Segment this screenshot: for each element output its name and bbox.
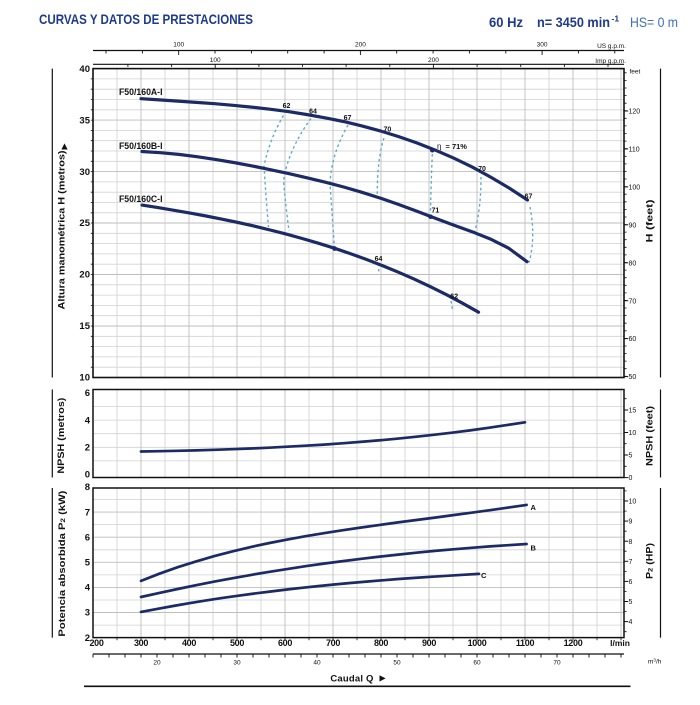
svg-text:1000: 1000 xyxy=(468,638,487,648)
svg-text:6: 6 xyxy=(85,388,90,399)
svg-text:H (feet): H (feet) xyxy=(644,200,655,243)
svg-text:90: 90 xyxy=(629,222,637,229)
svg-text:15: 15 xyxy=(79,321,90,332)
svg-text:0: 0 xyxy=(629,475,633,482)
svg-text:0: 0 xyxy=(85,470,90,481)
svg-text:= 71%: = 71% xyxy=(446,142,468,151)
svg-text:CURVAS Y DATOS DE PRESTACIONES: CURVAS Y DATOS DE PRESTACIONES xyxy=(39,11,253,27)
svg-text:200: 200 xyxy=(355,42,366,49)
svg-text:5: 5 xyxy=(629,453,633,460)
svg-text:1200: 1200 xyxy=(564,638,583,648)
svg-text:m3/h: m3/h xyxy=(648,658,662,666)
svg-text:64: 64 xyxy=(375,256,383,263)
svg-text:4: 4 xyxy=(85,415,91,426)
svg-text:900: 900 xyxy=(422,638,436,648)
svg-text:7: 7 xyxy=(85,507,90,518)
svg-text:300: 300 xyxy=(537,42,548,49)
svg-text:l/min: l/min xyxy=(610,638,630,648)
svg-text:30: 30 xyxy=(79,167,90,178)
svg-text:100: 100 xyxy=(210,57,221,64)
svg-text:40: 40 xyxy=(313,660,321,667)
svg-text:8: 8 xyxy=(85,482,90,493)
svg-text:F50/160A-I: F50/160A-I xyxy=(119,87,163,97)
svg-text:700: 700 xyxy=(326,638,340,648)
svg-text:B: B xyxy=(531,544,537,553)
svg-text:9: 9 xyxy=(629,519,633,526)
svg-text:F50/160B-I: F50/160B-I xyxy=(119,141,163,151)
svg-text:50: 50 xyxy=(393,660,401,667)
svg-text:2: 2 xyxy=(85,443,90,454)
svg-text:100: 100 xyxy=(629,185,641,192)
svg-text:NPSH (feet): NPSH (feet) xyxy=(644,406,655,466)
svg-text:70: 70 xyxy=(478,166,486,173)
svg-text:64: 64 xyxy=(309,108,317,115)
svg-text:200: 200 xyxy=(89,638,103,648)
svg-text:60: 60 xyxy=(473,660,481,667)
svg-text:300: 300 xyxy=(134,638,148,648)
svg-text:1100: 1100 xyxy=(516,638,535,648)
svg-text:80: 80 xyxy=(629,260,637,267)
svg-text:4: 4 xyxy=(629,619,633,626)
svg-text:Potencia absorbida P2 (kW): Potencia absorbida P2 (kW) xyxy=(57,491,68,637)
svg-text:67: 67 xyxy=(525,193,533,200)
svg-text:60 Hz: 60 Hz xyxy=(489,15,523,30)
svg-text:60: 60 xyxy=(629,336,637,343)
svg-text:70: 70 xyxy=(553,660,561,667)
svg-text:4: 4 xyxy=(85,583,91,594)
svg-text:70: 70 xyxy=(629,298,637,305)
svg-text:62: 62 xyxy=(283,103,291,110)
svg-text:400: 400 xyxy=(182,638,196,648)
svg-text:Imp g.p.m.: Imp g.p.m. xyxy=(595,58,626,65)
svg-text:110: 110 xyxy=(629,147,640,154)
svg-text:71: 71 xyxy=(432,207,440,214)
svg-text:200: 200 xyxy=(428,57,439,64)
svg-text:8: 8 xyxy=(629,539,633,546)
svg-text:62: 62 xyxy=(450,293,458,300)
svg-text:100: 100 xyxy=(173,42,184,49)
svg-text:800: 800 xyxy=(374,638,388,648)
svg-text:US g.p.m.: US g.p.m. xyxy=(597,43,626,50)
svg-text:20: 20 xyxy=(79,270,90,281)
svg-text:25: 25 xyxy=(79,218,90,229)
svg-text:6: 6 xyxy=(629,579,633,586)
svg-text:15: 15 xyxy=(629,408,637,415)
svg-text:Altura manométrica H (metros): Altura manométrica H (metros) xyxy=(57,151,68,310)
svg-text:5: 5 xyxy=(85,558,91,569)
svg-text:50: 50 xyxy=(629,374,637,381)
svg-text:F50/160C-I: F50/160C-I xyxy=(119,194,163,204)
svg-text:feet: feet xyxy=(630,69,641,76)
svg-text:C: C xyxy=(481,571,487,580)
svg-text:7: 7 xyxy=(629,559,633,566)
svg-text:30: 30 xyxy=(233,660,241,667)
svg-text:120: 120 xyxy=(629,109,641,116)
svg-text:600: 600 xyxy=(278,638,292,648)
svg-text:Caudal Q: Caudal Q xyxy=(330,674,373,685)
svg-text:40: 40 xyxy=(79,64,90,75)
svg-text:-1: -1 xyxy=(612,14,620,24)
svg-text:HS= 0 m: HS= 0 m xyxy=(630,15,678,30)
svg-text:A: A xyxy=(531,503,537,512)
svg-text:η: η xyxy=(437,142,441,151)
svg-text:20: 20 xyxy=(153,660,161,667)
svg-text:3: 3 xyxy=(85,608,90,619)
svg-text:5: 5 xyxy=(629,599,633,606)
svg-text:2: 2 xyxy=(85,633,90,644)
svg-text:500: 500 xyxy=(230,638,244,648)
svg-text:P2 (HP): P2 (HP) xyxy=(644,543,655,579)
svg-text:10: 10 xyxy=(629,430,637,437)
svg-text:n= 3450 min: n= 3450 min xyxy=(537,15,610,30)
svg-text:10: 10 xyxy=(629,499,637,506)
svg-text:NPSH (metros): NPSH (metros) xyxy=(56,398,67,474)
svg-text:67: 67 xyxy=(344,115,352,122)
svg-text:70: 70 xyxy=(384,127,392,134)
svg-text:6: 6 xyxy=(85,532,90,543)
svg-text:35: 35 xyxy=(79,115,90,126)
svg-text:10: 10 xyxy=(79,373,90,384)
